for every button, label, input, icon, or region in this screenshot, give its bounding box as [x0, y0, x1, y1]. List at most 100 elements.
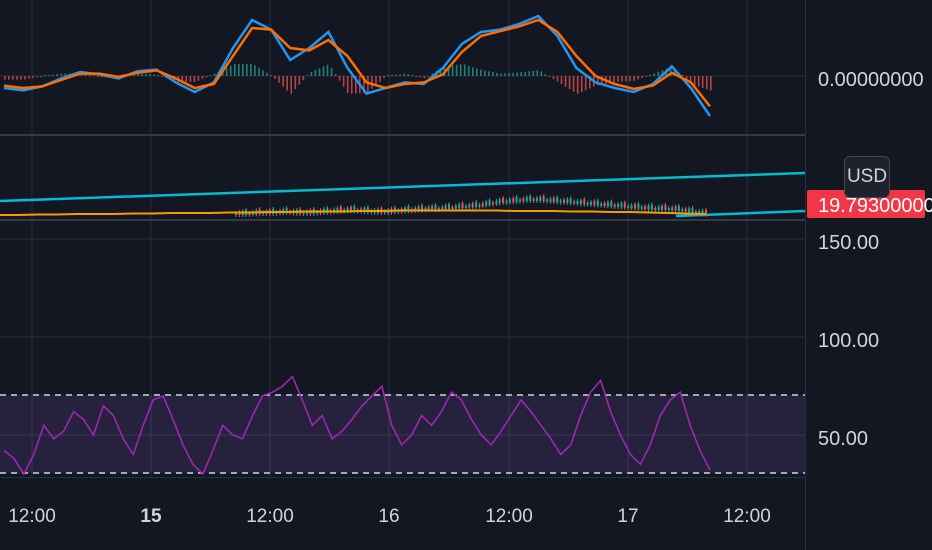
upper-trend-line[interactable]	[0, 171, 806, 203]
candle-body	[454, 205, 457, 209]
macd-histogram-bar	[540, 71, 543, 76]
candle-body	[316, 211, 319, 214]
macd-histogram-bar	[496, 72, 498, 76]
macd-histogram-bar	[242, 64, 244, 76]
candle-body	[336, 208, 339, 212]
macd-histogram-bar	[238, 64, 240, 76]
macd-histogram-bar	[286, 76, 288, 91]
candle-body	[350, 207, 352, 212]
candle-body	[539, 197, 542, 201]
macd-histogram-bar	[92, 75, 95, 76]
macd-histogram-bar	[225, 67, 228, 76]
candle-body	[613, 204, 616, 207]
macd-histogram-bar	[48, 75, 50, 76]
macd-histogram-bar	[387, 75, 389, 76]
macd-histogram-bar	[629, 76, 631, 82]
candle-body	[566, 199, 569, 204]
candle-body	[353, 206, 356, 212]
rsi-line	[3, 375, 711, 476]
macd-histogram-bar	[52, 74, 54, 76]
macd-histogram-bar	[544, 74, 547, 76]
candle-body	[508, 199, 511, 203]
candle-body	[475, 202, 478, 208]
rsi-axis-label-150: 150.00	[818, 232, 879, 254]
candle-body	[664, 205, 667, 210]
macd-histogram-bar	[189, 76, 192, 82]
macd-histogram-bar	[266, 72, 268, 76]
macd-histogram-bar	[36, 76, 38, 78]
macd-histogram-bar	[209, 75, 212, 76]
candle-body	[705, 210, 707, 215]
candle-body	[657, 207, 660, 210]
macd-histogram-bar	[213, 73, 216, 76]
macd-histogram-bar	[580, 76, 583, 92]
macd-histogram-bar	[234, 64, 236, 76]
candle-body	[488, 200, 491, 206]
macd-histogram-bar	[395, 74, 397, 76]
macd-histogram-bar	[4, 76, 6, 80]
macd-histogram-bar	[701, 76, 704, 88]
macd-histogram-bar	[274, 76, 276, 79]
macd-histogram-bar	[137, 73, 139, 76]
macd-histogram-bar	[613, 76, 615, 83]
macd-histogram-bar	[342, 76, 345, 87]
macd-pane[interactable]	[3, 14, 712, 117]
candle-body	[590, 201, 592, 205]
candle-body	[644, 206, 647, 210]
macd-histogram-bar	[504, 73, 506, 76]
candle-body	[285, 208, 288, 213]
time-label-1200-a: 12:00	[8, 506, 56, 527]
macd-histogram-bar	[310, 71, 313, 76]
candle-body	[627, 205, 630, 208]
macd-histogram-bar	[153, 74, 155, 76]
macd-histogram-bar	[40, 76, 42, 77]
candle-body	[556, 197, 559, 203]
macd-histogram-bar	[673, 68, 676, 76]
macd-histogram-bar	[649, 74, 652, 76]
macd-histogram-bar	[512, 72, 514, 76]
macd-histogram-bar	[661, 70, 664, 76]
candle-body	[576, 200, 579, 204]
signal-line	[3, 18, 711, 108]
macd-histogram-bar	[270, 75, 272, 76]
candle-body	[383, 211, 386, 213]
macd-histogram-bar	[524, 71, 526, 76]
macd-histogram-bar	[383, 76, 385, 79]
macd-histogram-bar	[463, 64, 466, 76]
macd-histogram-bar	[100, 76, 103, 78]
macd-histogram-bar	[185, 76, 188, 82]
macd-histogram-bar	[334, 74, 337, 76]
macd-histogram-bar	[24, 76, 26, 80]
candle-body	[549, 198, 552, 202]
candle-body	[417, 206, 420, 211]
macd-histogram-bar	[532, 70, 535, 76]
candle-body	[498, 199, 501, 204]
macd-histogram-bar	[516, 72, 518, 76]
macd-histogram-bar	[548, 76, 551, 77]
candle-body	[464, 205, 467, 208]
lower-trend-line[interactable]	[675, 209, 806, 218]
candle-body	[441, 206, 444, 210]
macd-histogram-bar	[145, 74, 147, 76]
rsi-pane[interactable]	[0, 375, 805, 476]
candle-body	[684, 208, 687, 212]
currency-button[interactable]: USD	[844, 156, 890, 198]
macd-histogram-bar	[407, 74, 409, 76]
macd-histogram-bar	[290, 76, 292, 94]
pane-separator-top[interactable]	[0, 134, 805, 136]
candle-body	[248, 212, 251, 215]
candle-body	[427, 207, 430, 210]
macd-histogram-bar	[282, 76, 284, 87]
macd-histogram-bar	[278, 76, 280, 83]
macd-histogram-bar	[229, 65, 232, 76]
candle-body	[346, 208, 349, 212]
price-pane[interactable]	[0, 171, 806, 218]
macd-histogram-bar	[476, 68, 478, 76]
pane-separator-bottom[interactable]	[0, 219, 805, 221]
macd-histogram-bar	[480, 69, 482, 76]
time-axis[interactable]: 12:00 15 12:00 16 12:00 17 12:00	[8, 506, 771, 527]
candle-body	[326, 207, 329, 213]
macd-histogram-bar	[88, 75, 91, 76]
macd-histogram-bar	[459, 64, 462, 76]
